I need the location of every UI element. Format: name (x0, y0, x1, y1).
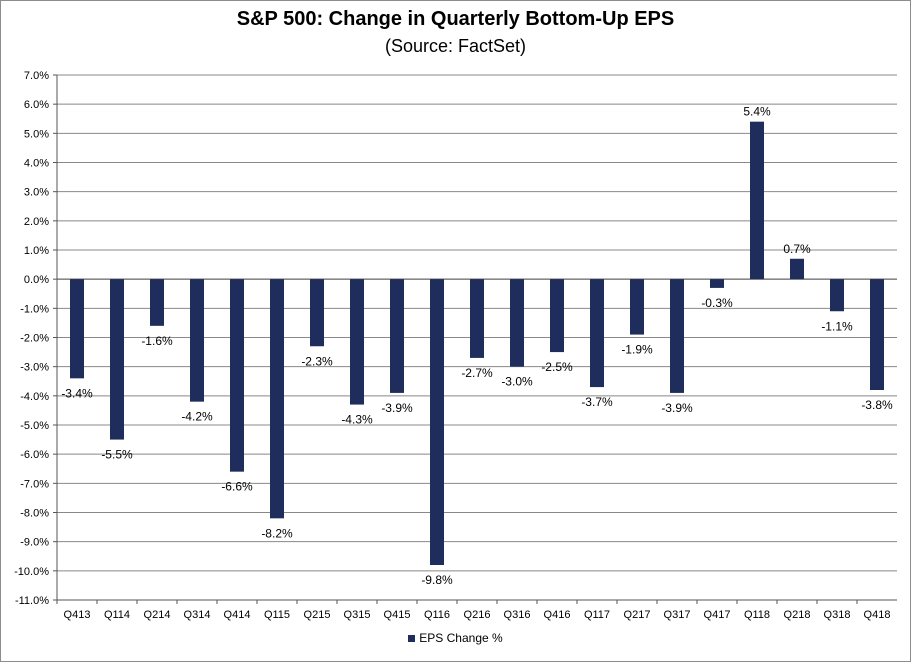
bar (670, 279, 684, 393)
bar (70, 279, 84, 379)
data-label: -2.3% (301, 354, 333, 368)
y-tick-label: 1.0% (24, 245, 49, 257)
data-label: -0.3% (701, 296, 733, 310)
data-label: -3.4% (61, 386, 93, 400)
x-tick-label: Q318 (824, 609, 851, 621)
bar (230, 279, 244, 472)
y-tick-label: 2.0% (24, 216, 49, 228)
bar (830, 279, 844, 312)
data-label: -3.9% (661, 401, 693, 415)
bar (470, 279, 484, 358)
x-tick-label: Q415 (384, 609, 411, 621)
bar (590, 279, 604, 388)
bar (510, 279, 524, 367)
x-tick-label: Q416 (544, 609, 571, 621)
y-tick-label: -1.0% (20, 303, 49, 315)
y-tick-label: -2.0% (20, 333, 49, 345)
y-tick-label: 3.0% (24, 187, 49, 199)
bar (190, 279, 204, 402)
y-tick-label: -11.0% (15, 595, 49, 607)
y-tick-label: -6.0% (20, 449, 49, 461)
data-label: -3.9% (381, 401, 413, 415)
x-tick-label: Q214 (144, 609, 171, 621)
data-label: -4.2% (181, 410, 213, 424)
data-label: -6.6% (221, 480, 253, 494)
x-tick-label: Q115 (264, 609, 290, 621)
bar (870, 279, 884, 390)
bar (150, 279, 164, 326)
bar (110, 279, 124, 440)
x-tick-label: Q418 (864, 609, 891, 621)
x-tick-label: Q317 (664, 609, 691, 621)
y-tick-label: 6.0% (24, 99, 49, 111)
chart-subtitle: (Source: FactSet) (384, 36, 527, 56)
x-tick-label: Q316 (504, 609, 531, 621)
data-label: -2.5% (541, 360, 573, 374)
data-label: 5.4% (743, 105, 771, 119)
y-tick-label: -9.0% (20, 537, 49, 549)
y-tick-label: -4.0% (20, 391, 49, 403)
bar (790, 258, 804, 280)
x-tick-label: Q118 (744, 609, 770, 621)
data-label: -1.1% (821, 319, 853, 333)
bar (310, 279, 324, 347)
y-tick-label: -10.0% (14, 566, 49, 578)
bar (550, 279, 564, 353)
bar (630, 279, 644, 335)
x-tick-label: Q314 (184, 609, 211, 621)
x-tick-label: Q218 (784, 609, 811, 621)
data-label: -1.6% (141, 334, 173, 348)
x-tick-label: Q215 (304, 609, 331, 621)
y-tick-label: 0.0% (24, 274, 49, 286)
bar (270, 279, 284, 519)
bar (390, 279, 404, 393)
data-label: -3.7% (581, 395, 613, 409)
legend: EPS Change % (0, 631, 911, 645)
x-tick-label: Q417 (704, 609, 731, 621)
data-label: -5.5% (101, 448, 133, 462)
x-tick-label: Q217 (624, 609, 651, 621)
legend-label: EPS Change % (419, 631, 503, 645)
y-tick-label: -5.0% (20, 420, 49, 432)
y-tick-label: -3.0% (20, 362, 49, 374)
x-tick-label: Q414 (224, 609, 251, 621)
bar (430, 279, 444, 565)
bar (710, 279, 724, 288)
x-tick-label: Q116 (424, 609, 450, 621)
x-tick-label: Q216 (464, 609, 491, 621)
data-label: -3.8% (861, 398, 893, 412)
data-label: -2.7% (461, 366, 493, 380)
y-tick-label: -8.0% (20, 508, 49, 520)
data-label: -9.8% (421, 573, 453, 587)
bar (350, 279, 364, 405)
x-tick-label: Q315 (344, 609, 371, 621)
x-tick-label: Q114 (104, 609, 130, 621)
y-tick-label: 7.0% (24, 70, 49, 82)
y-tick-label: 4.0% (24, 158, 49, 170)
x-tick-label: Q117 (584, 609, 610, 621)
y-tick-label: -7.0% (20, 478, 49, 490)
x-tick-label: Q413 (64, 609, 91, 621)
data-label: -3.0% (501, 375, 533, 389)
data-label: -4.3% (341, 413, 373, 427)
data-label: -8.2% (261, 526, 293, 540)
chart-title: S&P 500: Change in Quarterly Bottom-Up E… (236, 8, 675, 30)
legend-swatch (408, 635, 416, 643)
data-label: -1.9% (621, 343, 653, 357)
y-tick-label: 5.0% (24, 128, 49, 140)
bar (750, 121, 764, 280)
data-label: 0.7% (783, 242, 811, 256)
